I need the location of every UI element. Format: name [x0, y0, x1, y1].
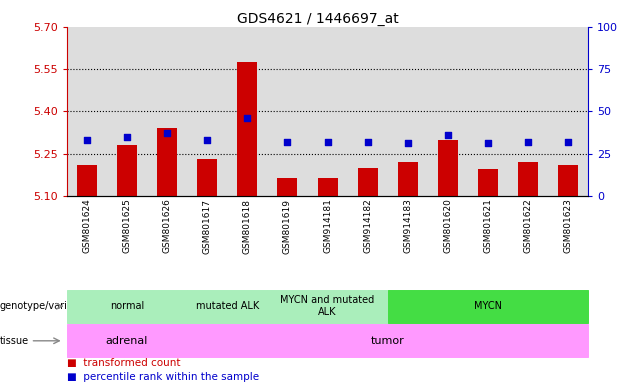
Bar	[117, 145, 137, 196]
Bar	[388, 27, 428, 196]
Bar	[157, 128, 177, 196]
Bar	[438, 139, 458, 196]
Text: adrenal: adrenal	[106, 336, 148, 346]
Bar	[77, 165, 97, 196]
Text: GDS4621 / 1446697_at: GDS4621 / 1446697_at	[237, 12, 399, 25]
Bar	[357, 168, 378, 196]
Point	[282, 139, 293, 145]
Point	[82, 137, 92, 143]
Bar	[277, 177, 298, 196]
Text: MYCN: MYCN	[474, 301, 502, 311]
Point	[363, 139, 373, 145]
Bar	[518, 162, 538, 196]
Point	[202, 137, 212, 143]
Bar	[428, 27, 468, 196]
Text: mutated ALK: mutated ALK	[196, 301, 259, 311]
Bar	[147, 27, 187, 196]
Bar	[468, 27, 508, 196]
Bar	[398, 162, 418, 196]
Bar	[187, 27, 227, 196]
Point	[563, 139, 573, 145]
Point	[322, 139, 333, 145]
Point	[242, 115, 252, 121]
Text: ■  transformed count: ■ transformed count	[67, 358, 180, 368]
Text: tumor: tumor	[371, 336, 404, 346]
Bar	[508, 27, 548, 196]
Bar	[317, 177, 338, 196]
Point	[122, 134, 132, 140]
Point	[443, 132, 453, 138]
Text: genotype/variation: genotype/variation	[0, 301, 93, 311]
Text: normal: normal	[110, 301, 144, 311]
Bar	[67, 27, 107, 196]
Text: tissue: tissue	[0, 336, 29, 346]
Bar	[197, 159, 218, 196]
Bar	[548, 27, 588, 196]
Bar	[348, 27, 388, 196]
Bar	[558, 165, 578, 196]
Bar	[267, 27, 307, 196]
Bar	[237, 62, 258, 196]
Bar	[307, 27, 348, 196]
Point	[483, 141, 493, 147]
Bar	[227, 27, 267, 196]
Point	[162, 130, 172, 136]
Text: MYCN and mutated
ALK: MYCN and mutated ALK	[280, 295, 375, 317]
Point	[523, 139, 533, 145]
Text: ■  percentile rank within the sample: ■ percentile rank within the sample	[67, 372, 259, 382]
Point	[403, 141, 413, 147]
Bar	[478, 169, 498, 196]
Bar	[107, 27, 147, 196]
